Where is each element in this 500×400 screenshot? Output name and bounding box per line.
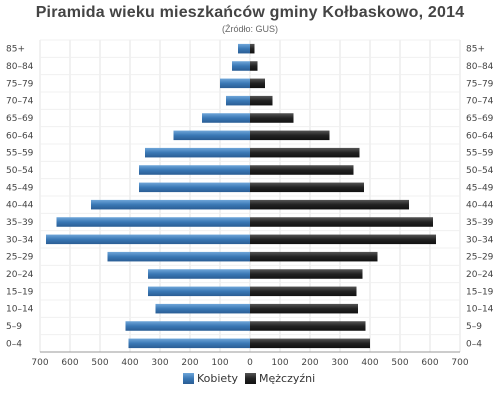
y-tick-label-left: 45–49 <box>6 183 34 193</box>
y-tick-label-right: 70–74 <box>466 97 494 107</box>
bar-kobiety <box>46 234 250 245</box>
y-tick-label-right: 85+ <box>466 45 485 55</box>
y-tick-label-left: 80–84 <box>6 62 34 72</box>
y-tick-label-left: 40–44 <box>6 201 34 211</box>
bar-mezczyzni <box>250 182 364 193</box>
chart-title: Piramida wieku mieszkańców gminy Kołbask… <box>35 4 465 21</box>
legend-swatch-mezczyzni <box>245 373 256 384</box>
bar-mezczyzni <box>250 113 294 123</box>
y-tick-label-right: 80–84 <box>466 62 494 72</box>
y-tick-label-left: 35–39 <box>6 218 34 228</box>
y-tick-label-right: 50–54 <box>466 166 494 176</box>
bar-kobiety <box>128 338 250 349</box>
y-tick-label-right: 15–19 <box>466 287 494 297</box>
y-tick-label-right: 55–59 <box>466 149 494 159</box>
bar-mezczyzni <box>250 78 265 89</box>
x-tick-label: 400 <box>361 358 378 368</box>
bar-mezczyzni <box>250 269 363 279</box>
bar-mezczyzni <box>250 251 378 262</box>
chart-subtitle: (Źródło: GUS) <box>221 24 278 34</box>
y-tick-label-right: 60–64 <box>466 131 494 141</box>
bar-kobiety <box>91 199 250 210</box>
legend-label-mezczyzni[interactable]: Mężczyźni <box>259 372 315 385</box>
x-tick-label: 500 <box>391 358 408 368</box>
y-tick-label-left: 15–19 <box>6 287 34 297</box>
x-tick-label: 300 <box>331 358 348 368</box>
x-tick-label: 400 <box>121 358 138 368</box>
bar-mezczyzni <box>250 61 258 71</box>
bar-kobiety <box>232 61 250 71</box>
y-tick-label-left: 55–59 <box>6 149 34 159</box>
y-tick-label-left: 75–79 <box>6 79 34 89</box>
bar-mezczyzni <box>250 95 273 106</box>
bar-mezczyzni <box>250 147 360 158</box>
bar-mezczyzni <box>250 338 370 349</box>
bar-kobiety <box>139 165 250 175</box>
x-tick-label: 200 <box>181 358 198 368</box>
x-tick-label: 100 <box>211 358 228 368</box>
bar-kobiety <box>220 78 250 89</box>
bar-kobiety <box>148 286 250 297</box>
x-tick-label: 0 <box>247 358 253 368</box>
y-tick-label-right: 75–79 <box>466 79 494 89</box>
y-tick-label-right: 10–14 <box>466 305 494 315</box>
y-tick-label-right: 5–9 <box>466 322 482 332</box>
bar-mezczyzni <box>250 234 436 245</box>
x-tick-label: 600 <box>61 358 78 368</box>
y-tick-label-right: 35–39 <box>466 218 494 228</box>
x-tick-label: 500 <box>91 358 108 368</box>
y-tick-label-left: 25–29 <box>6 253 34 263</box>
bar-kobiety <box>139 182 250 193</box>
x-tick-label: 200 <box>301 358 318 368</box>
y-tick-label-right: 65–69 <box>466 114 494 124</box>
y-tick-label-left: 85+ <box>6 45 25 55</box>
y-tick-label-right: 20–24 <box>466 270 494 280</box>
y-tick-label-left: 60–64 <box>6 131 34 141</box>
y-tick-label-left: 0–4 <box>6 339 22 349</box>
bar-kobiety <box>148 269 250 279</box>
bar-kobiety <box>226 95 250 106</box>
y-tick-label-left: 65–69 <box>6 114 34 124</box>
bar-mezczyzni <box>250 199 409 210</box>
y-tick-label-left: 70–74 <box>6 97 34 107</box>
y-tick-label-right: 30–34 <box>466 235 494 245</box>
bar-kobiety <box>155 303 250 314</box>
x-tick-label: 700 <box>31 358 48 368</box>
y-tick-label-left: 50–54 <box>6 166 34 176</box>
bar-mezczyzni <box>250 303 358 314</box>
bar-kobiety <box>202 113 250 123</box>
x-tick-label: 100 <box>271 358 288 368</box>
y-tick-label-left: 20–24 <box>6 270 34 280</box>
x-tick-label: 300 <box>151 358 168 368</box>
bar-mezczyzni <box>250 217 433 227</box>
bar-kobiety <box>173 130 250 141</box>
bar-kobiety <box>56 217 250 227</box>
bar-kobiety <box>107 251 250 262</box>
y-tick-label-right: 25–29 <box>466 253 494 263</box>
y-tick-label-left: 10–14 <box>6 305 34 315</box>
y-tick-label-right: 45–49 <box>466 183 494 193</box>
x-tick-label: 600 <box>421 358 438 368</box>
y-tick-label-left: 30–34 <box>6 235 34 245</box>
bar-mezczyzni <box>250 43 255 54</box>
bar-mezczyzni <box>250 165 354 175</box>
y-tick-label-right: 40–44 <box>466 201 494 211</box>
bar-kobiety <box>125 321 250 331</box>
legend-label-kobiety[interactable]: Kobiety <box>197 372 239 385</box>
bar-mezczyzni <box>250 130 330 141</box>
bar-kobiety <box>238 43 250 54</box>
bar-mezczyzni <box>250 286 357 297</box>
x-tick-label: 700 <box>451 358 468 368</box>
y-tick-label-right: 0–4 <box>466 339 482 349</box>
bar-kobiety <box>145 147 250 158</box>
y-tick-label-left: 5–9 <box>6 322 22 332</box>
legend-swatch-kobiety <box>183 373 194 384</box>
bar-mezczyzni <box>250 321 366 331</box>
